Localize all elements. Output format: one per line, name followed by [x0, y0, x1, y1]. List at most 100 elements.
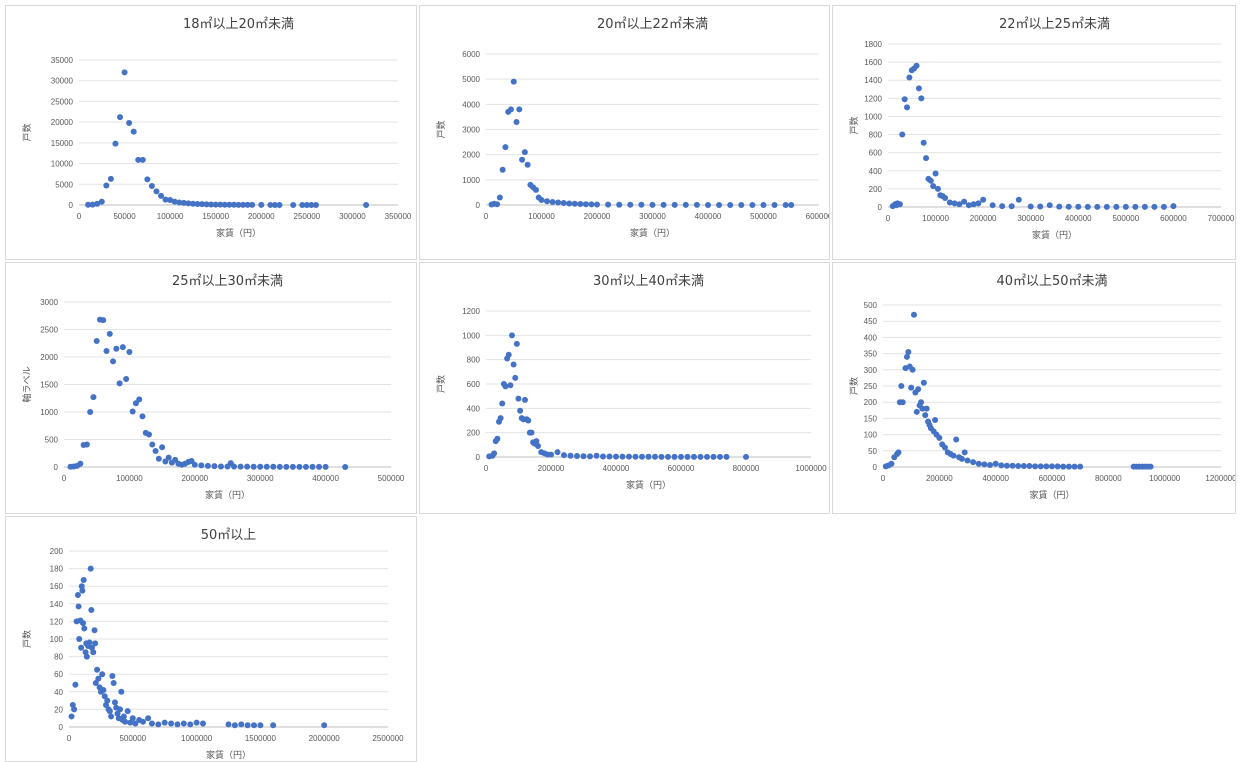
data-point	[1077, 463, 1084, 470]
x-tick-label: 400000	[312, 474, 339, 483]
data-point	[521, 149, 528, 156]
data-point	[161, 719, 168, 726]
data-point	[309, 463, 316, 470]
data-point	[126, 349, 133, 356]
data-point	[738, 201, 745, 208]
x-axis-label: 家賃（円）	[216, 227, 261, 239]
data-point	[136, 396, 143, 403]
data-point	[980, 196, 987, 203]
data-point	[146, 431, 153, 438]
data-point	[981, 461, 988, 468]
data-point	[600, 453, 606, 460]
data-point	[494, 435, 501, 442]
data-point	[212, 201, 219, 208]
data-point	[970, 201, 977, 208]
y-tick-label: 0	[54, 463, 59, 472]
data-point	[162, 196, 169, 203]
y-tick-label: 10000	[51, 160, 74, 169]
data-point	[691, 453, 697, 460]
x-tick-label: 100000	[157, 212, 184, 221]
x-tick-label: 350000	[385, 212, 412, 221]
data-point	[920, 379, 927, 386]
data-point	[168, 720, 175, 727]
y-axis-label: 戸数	[21, 123, 33, 141]
data-point	[171, 198, 178, 205]
data-point	[961, 449, 968, 456]
data-point	[87, 409, 94, 415]
chart-title: 50㎡以上	[201, 528, 257, 543]
x-tick-label: 200000	[181, 474, 208, 483]
data-point	[312, 201, 319, 208]
data-point	[159, 444, 166, 451]
y-tick-label: 400	[467, 404, 481, 413]
data-point	[918, 95, 925, 102]
data-point	[975, 200, 982, 207]
data-point	[193, 719, 200, 726]
data-point	[244, 201, 251, 208]
data-point	[118, 688, 125, 695]
data-point	[149, 441, 156, 448]
data-point	[705, 201, 711, 208]
data-point	[992, 460, 999, 467]
data-point	[717, 453, 723, 460]
data-point	[913, 408, 920, 415]
x-tick-label: 300000	[639, 212, 666, 221]
data-point	[638, 201, 645, 208]
data-point	[932, 170, 939, 177]
y-tick-label: 1000	[864, 112, 882, 121]
data-point	[560, 199, 567, 206]
y-tick-label: 0	[59, 723, 64, 732]
data-point	[129, 715, 136, 722]
data-point	[909, 366, 916, 373]
data-point	[913, 62, 920, 69]
data-point	[217, 201, 224, 208]
x-tick-label: 300000	[1017, 214, 1044, 223]
data-point	[78, 583, 85, 590]
data-point	[110, 680, 117, 686]
data-point	[1094, 203, 1101, 210]
data-point	[507, 382, 514, 389]
data-point	[771, 201, 778, 208]
data-point	[710, 453, 717, 460]
data-point	[235, 201, 242, 208]
x-tick-label: 500000	[378, 474, 405, 483]
data-point	[561, 452, 567, 459]
data-point	[566, 200, 573, 207]
data-point	[211, 463, 218, 470]
data-point	[148, 720, 155, 727]
data-point	[922, 412, 929, 419]
data-point	[1151, 203, 1158, 210]
chart-panel-18-20: 18㎡以上20㎡未満 0 5000 10000 15000 20000 25000 30000…	[5, 5, 417, 260]
data-point	[1103, 203, 1110, 210]
data-point	[513, 340, 520, 347]
data-point	[72, 681, 79, 688]
data-point	[139, 413, 146, 420]
data-point	[110, 358, 117, 365]
y-tick-label: 150	[864, 414, 878, 423]
data-point	[155, 455, 162, 462]
data-point	[230, 201, 237, 208]
data-point	[123, 376, 130, 382]
y-tick-label: 3000	[462, 126, 480, 135]
data-point	[639, 453, 645, 460]
data-point	[258, 201, 265, 208]
x-tick-label: 200000	[248, 212, 275, 221]
data-point	[74, 592, 81, 598]
data-point	[905, 348, 912, 355]
data-point	[923, 405, 930, 412]
data-point	[964, 457, 971, 464]
x-tick-label: 800000	[1095, 474, 1122, 483]
data-point	[100, 317, 107, 324]
x-tick-label: 0	[77, 212, 82, 221]
x-axis-label: 家賃（円）	[626, 479, 671, 491]
data-point	[965, 202, 972, 209]
data-point	[75, 603, 82, 610]
data-point	[716, 201, 723, 208]
data-point	[77, 460, 84, 467]
y-tick-label: 180	[50, 565, 64, 574]
x-tick-label: 0	[62, 474, 67, 483]
data-point	[594, 201, 600, 208]
data-point	[153, 188, 160, 195]
y-tick-label: 0	[878, 203, 883, 212]
data-point	[208, 201, 215, 208]
